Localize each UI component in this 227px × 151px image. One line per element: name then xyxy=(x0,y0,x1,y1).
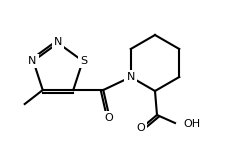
Text: N: N xyxy=(28,56,37,66)
Text: OH: OH xyxy=(183,119,200,129)
Text: N: N xyxy=(127,72,135,82)
Text: S: S xyxy=(80,56,87,66)
Text: O: O xyxy=(104,113,113,123)
Text: N: N xyxy=(54,37,62,47)
Text: O: O xyxy=(137,123,145,133)
